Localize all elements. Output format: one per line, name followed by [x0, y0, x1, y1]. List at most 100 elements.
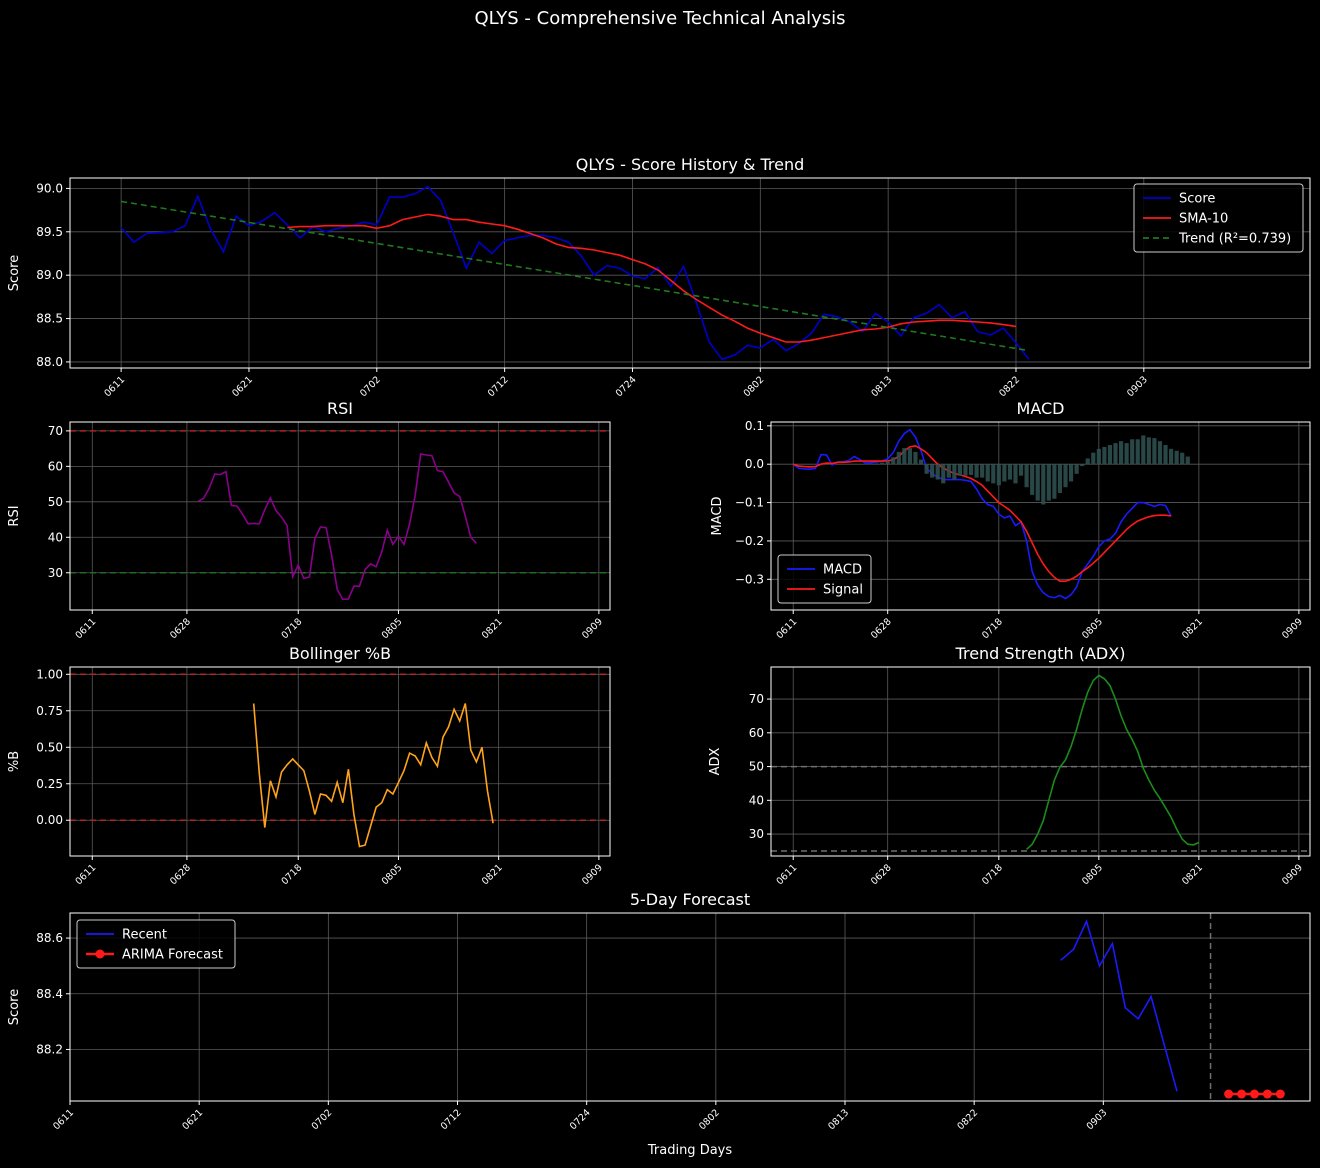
macd-histogram-bar: [985, 464, 990, 482]
macd-histogram-bar: [1007, 464, 1013, 480]
macd-histogram-bar: [1024, 464, 1029, 488]
macd-y-tick-label: −0.3: [735, 572, 764, 586]
score-score-line: [120, 185, 1030, 361]
forecast-forecast-point: [1237, 1089, 1247, 1099]
score-legend-label: Trend (R²=0.739): [1178, 232, 1291, 247]
macd-histogram-bar: [880, 462, 885, 465]
macd-histogram-bar: [1113, 443, 1118, 465]
score-y-tick-label: 90.0: [36, 181, 63, 195]
macd-histogram-bar: [902, 448, 907, 465]
macd-histogram-bar: [1074, 464, 1079, 474]
macd-histogram-bar: [913, 451, 918, 465]
rsi-title: RSI: [327, 399, 353, 418]
adx-frame: [770, 666, 1311, 857]
macd-histogram-bar: [935, 464, 940, 480]
macd-histogram-bar: [1135, 439, 1140, 465]
macd-histogram-bar: [1030, 464, 1035, 495]
macd-histogram-bar: [1118, 441, 1124, 465]
score-legend-label: Score: [1179, 192, 1215, 207]
macd-histogram-bar: [1057, 464, 1063, 493]
macd-histogram-bar: [1168, 448, 1174, 465]
adx-series-line: [1026, 674, 1200, 850]
macd-histogram-bar: [1180, 452, 1185, 465]
adx-y-tick-label: 30: [749, 827, 764, 841]
score-legend: Score SMA-10 Trend (R²=0.739): [1133, 183, 1304, 253]
macd-histogram-bar: [1041, 464, 1046, 505]
rsi-y-tick-label: 70: [48, 424, 63, 438]
macd-histogram-bar: [1130, 439, 1135, 465]
macd-histogram-bar: [1085, 458, 1090, 465]
macd-histogram-bar: [1152, 438, 1157, 465]
bollinger-y-tick-label: 0.75: [36, 704, 63, 718]
macd-histogram-bar: [1091, 452, 1096, 465]
score-sma-10-line: [287, 213, 1017, 343]
macd-histogram-bar: [1002, 464, 1007, 482]
macd-histogram-bar: [930, 464, 935, 478]
rsi-y-axis-label: RSI: [7, 505, 22, 526]
macd-histogram-bar: [1035, 464, 1040, 501]
figure-suptitle: QLYS - Comprehensive Technical Analysis: [474, 8, 845, 29]
bollinger-y-tick-label: 0.00: [36, 813, 63, 827]
forecast-legend-label: Recent: [122, 928, 167, 943]
score-trend-r-0-739-line: [120, 200, 1029, 352]
bollinger-y-axis-label: %B: [7, 751, 22, 772]
macd-legend-label: MACD: [823, 563, 862, 578]
forecast-forecast-point: [1262, 1089, 1272, 1099]
bollinger-series-line: [252, 703, 494, 848]
forecast-recent-line: [1060, 919, 1178, 1092]
macd-histogram-bar: [941, 464, 946, 484]
macd-signal-line: [792, 444, 1172, 583]
score-title: QLYS - Score History & Trend: [576, 155, 805, 174]
rsi-y-tick-label: 60: [48, 459, 63, 473]
macd-histogram-bar: [1080, 464, 1085, 467]
macd-histogram-bar: [1146, 437, 1151, 465]
macd-histogram-bar: [957, 464, 963, 476]
bollinger-title: Bollinger %B: [289, 644, 391, 663]
macd-legend: MACD Signal: [777, 554, 872, 604]
macd-histogram-bar: [1185, 456, 1190, 465]
macd-histogram-bar: [1013, 464, 1018, 484]
macd-histogram-bar: [1107, 445, 1113, 465]
adx-y-tick-label: 50: [749, 760, 764, 774]
macd-frame: [770, 421, 1311, 611]
macd-histogram-bar: [1018, 464, 1024, 476]
macd-histogram-bar: [891, 457, 896, 465]
macd-y-axis-label: MACD: [710, 497, 725, 536]
rsi-plot-area: [70, 422, 610, 610]
forecast-plot-area: [70, 913, 1310, 1101]
macd-histogram-bar: [1096, 448, 1101, 465]
macd-histogram: [863, 435, 1190, 505]
adx-y-tick-label: 70: [749, 692, 764, 706]
forecast-y-tick-label: 88.2: [36, 1042, 63, 1056]
score-frame: [69, 177, 1311, 369]
score-y-axis-label: Score: [7, 255, 22, 291]
score-y-tick-label: 89.5: [36, 225, 63, 239]
adx-y-tick-label: 40: [749, 793, 764, 807]
forecast-forecast-point: [1249, 1089, 1259, 1099]
forecast-grid: [69, 913, 1310, 1101]
forecast-y-tick-label: 88.4: [36, 987, 63, 1001]
macd-histogram-bar: [907, 448, 913, 465]
forecast-frame: [69, 912, 1311, 1102]
macd-histogram-bar: [1141, 435, 1146, 465]
macd-histogram-bar: [1063, 464, 1068, 488]
adx-plot-area: [771, 667, 1310, 856]
macd-title: MACD: [1017, 399, 1065, 418]
adx-y-tick-label: 60: [749, 726, 764, 740]
forecast-x-axis-label: Trading Days: [647, 1143, 732, 1158]
macd-histogram-bar: [968, 464, 974, 475]
macd-histogram-bar: [924, 464, 929, 474]
rsi-frame: [69, 421, 611, 611]
forecast-legend: Recent ARIMA Forecast: [76, 919, 236, 969]
macd-y-tick-label: −0.1: [735, 496, 764, 510]
forecast-forecast-point: [1275, 1089, 1285, 1099]
score-y-tick-label: 89.0: [36, 268, 63, 282]
score-legend-label: SMA-10: [1179, 212, 1228, 227]
macd-histogram-bar: [896, 451, 901, 465]
forecast-y-axis-label: Score: [7, 989, 22, 1025]
macd-histogram-bar: [874, 463, 879, 465]
macd-histogram-bar: [1102, 446, 1107, 465]
